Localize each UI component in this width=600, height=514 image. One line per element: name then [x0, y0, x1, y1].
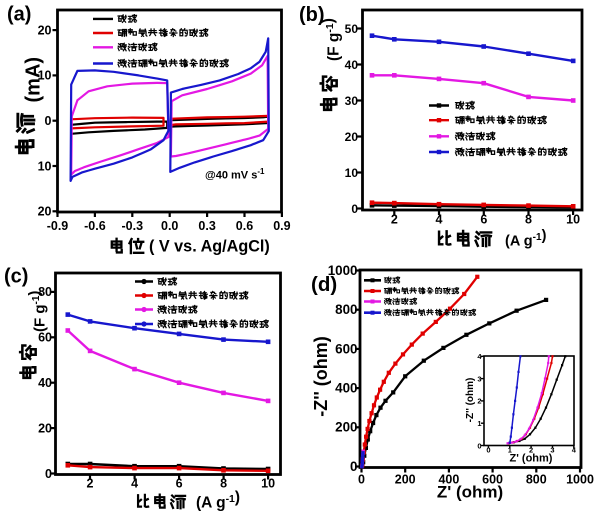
- svg-text:Z' (ohm): Z' (ohm): [437, 483, 503, 502]
- svg-text:0.3: 0.3: [198, 219, 215, 233]
- svg-text:1000: 1000: [328, 263, 358, 278]
- svg-text:0: 0: [45, 114, 52, 128]
- svg-text:6: 6: [176, 477, 183, 491]
- svg-text:600: 600: [335, 341, 357, 356]
- svg-text:-0.6: -0.6: [84, 219, 106, 233]
- svg-text:80: 80: [38, 285, 52, 299]
- svg-text:3: 3: [550, 446, 554, 455]
- svg-text:4: 4: [477, 352, 482, 361]
- svg-text:0.6: 0.6: [236, 219, 253, 233]
- svg-text:0: 0: [486, 446, 490, 455]
- svg-text:800: 800: [526, 473, 547, 487]
- svg-text:0: 0: [45, 467, 52, 481]
- svg-text:400: 400: [335, 381, 357, 396]
- svg-text:1000: 1000: [566, 473, 594, 487]
- svg-text:(mA): (mA): [23, 57, 45, 103]
- svg-text:20: 20: [38, 421, 52, 435]
- svg-text:20: 20: [38, 23, 52, 37]
- svg-text:20: 20: [345, 130, 359, 144]
- svg-text:50: 50: [345, 22, 359, 36]
- svg-text:2: 2: [529, 446, 533, 455]
- svg-text:0: 0: [351, 202, 358, 216]
- svg-text:-Z'' (ohm): -Z'' (ohm): [465, 378, 476, 423]
- svg-text:( V vs. Ag/AgCl): ( V vs. Ag/AgCl): [149, 238, 270, 256]
- svg-text:3: 3: [477, 374, 481, 383]
- svg-text:4: 4: [572, 446, 577, 455]
- svg-text:4: 4: [131, 477, 138, 491]
- svg-text:0: 0: [350, 459, 357, 474]
- svg-text:200: 200: [395, 473, 416, 487]
- svg-text:2: 2: [87, 477, 94, 491]
- svg-text:1: 1: [508, 446, 512, 455]
- svg-text:600: 600: [482, 473, 503, 487]
- svg-text:10: 10: [261, 477, 275, 491]
- svg-text:0: 0: [477, 441, 481, 450]
- svg-text:@40 mV s-1: @40 mV s-1: [205, 167, 265, 182]
- svg-text:0.0: 0.0: [161, 219, 178, 233]
- svg-text:-0.3: -0.3: [122, 219, 144, 233]
- svg-text:-Z'' (ohm): -Z'' (ohm): [311, 336, 331, 417]
- svg-text:(a): (a): [7, 4, 31, 26]
- svg-text:400: 400: [438, 473, 459, 487]
- svg-text:20: 20: [38, 205, 52, 219]
- svg-text:30: 30: [345, 94, 359, 108]
- svg-text:4: 4: [436, 213, 443, 227]
- svg-text:60: 60: [38, 331, 52, 345]
- svg-text:10: 10: [38, 69, 52, 83]
- svg-text:2: 2: [391, 213, 398, 227]
- svg-text:40: 40: [345, 58, 359, 72]
- svg-text:8: 8: [525, 213, 532, 227]
- svg-text:8: 8: [220, 477, 227, 491]
- svg-text:10: 10: [566, 213, 580, 227]
- svg-text:0: 0: [358, 473, 365, 487]
- svg-text:800: 800: [335, 302, 357, 317]
- svg-text:(d): (d): [311, 273, 337, 296]
- svg-text:-0.9: -0.9: [47, 219, 69, 233]
- svg-text:1: 1: [477, 419, 481, 428]
- svg-text:10: 10: [345, 166, 359, 180]
- svg-text:200: 200: [335, 420, 357, 435]
- svg-text:Z' (ohm): Z' (ohm): [510, 453, 553, 465]
- svg-text:(b): (b): [299, 4, 325, 26]
- svg-text:6: 6: [480, 213, 487, 227]
- svg-text:0.9: 0.9: [273, 219, 290, 233]
- svg-text:40: 40: [38, 376, 52, 390]
- svg-text:2: 2: [477, 397, 481, 406]
- svg-text:(c): (c): [4, 266, 28, 288]
- svg-text:10: 10: [38, 159, 52, 173]
